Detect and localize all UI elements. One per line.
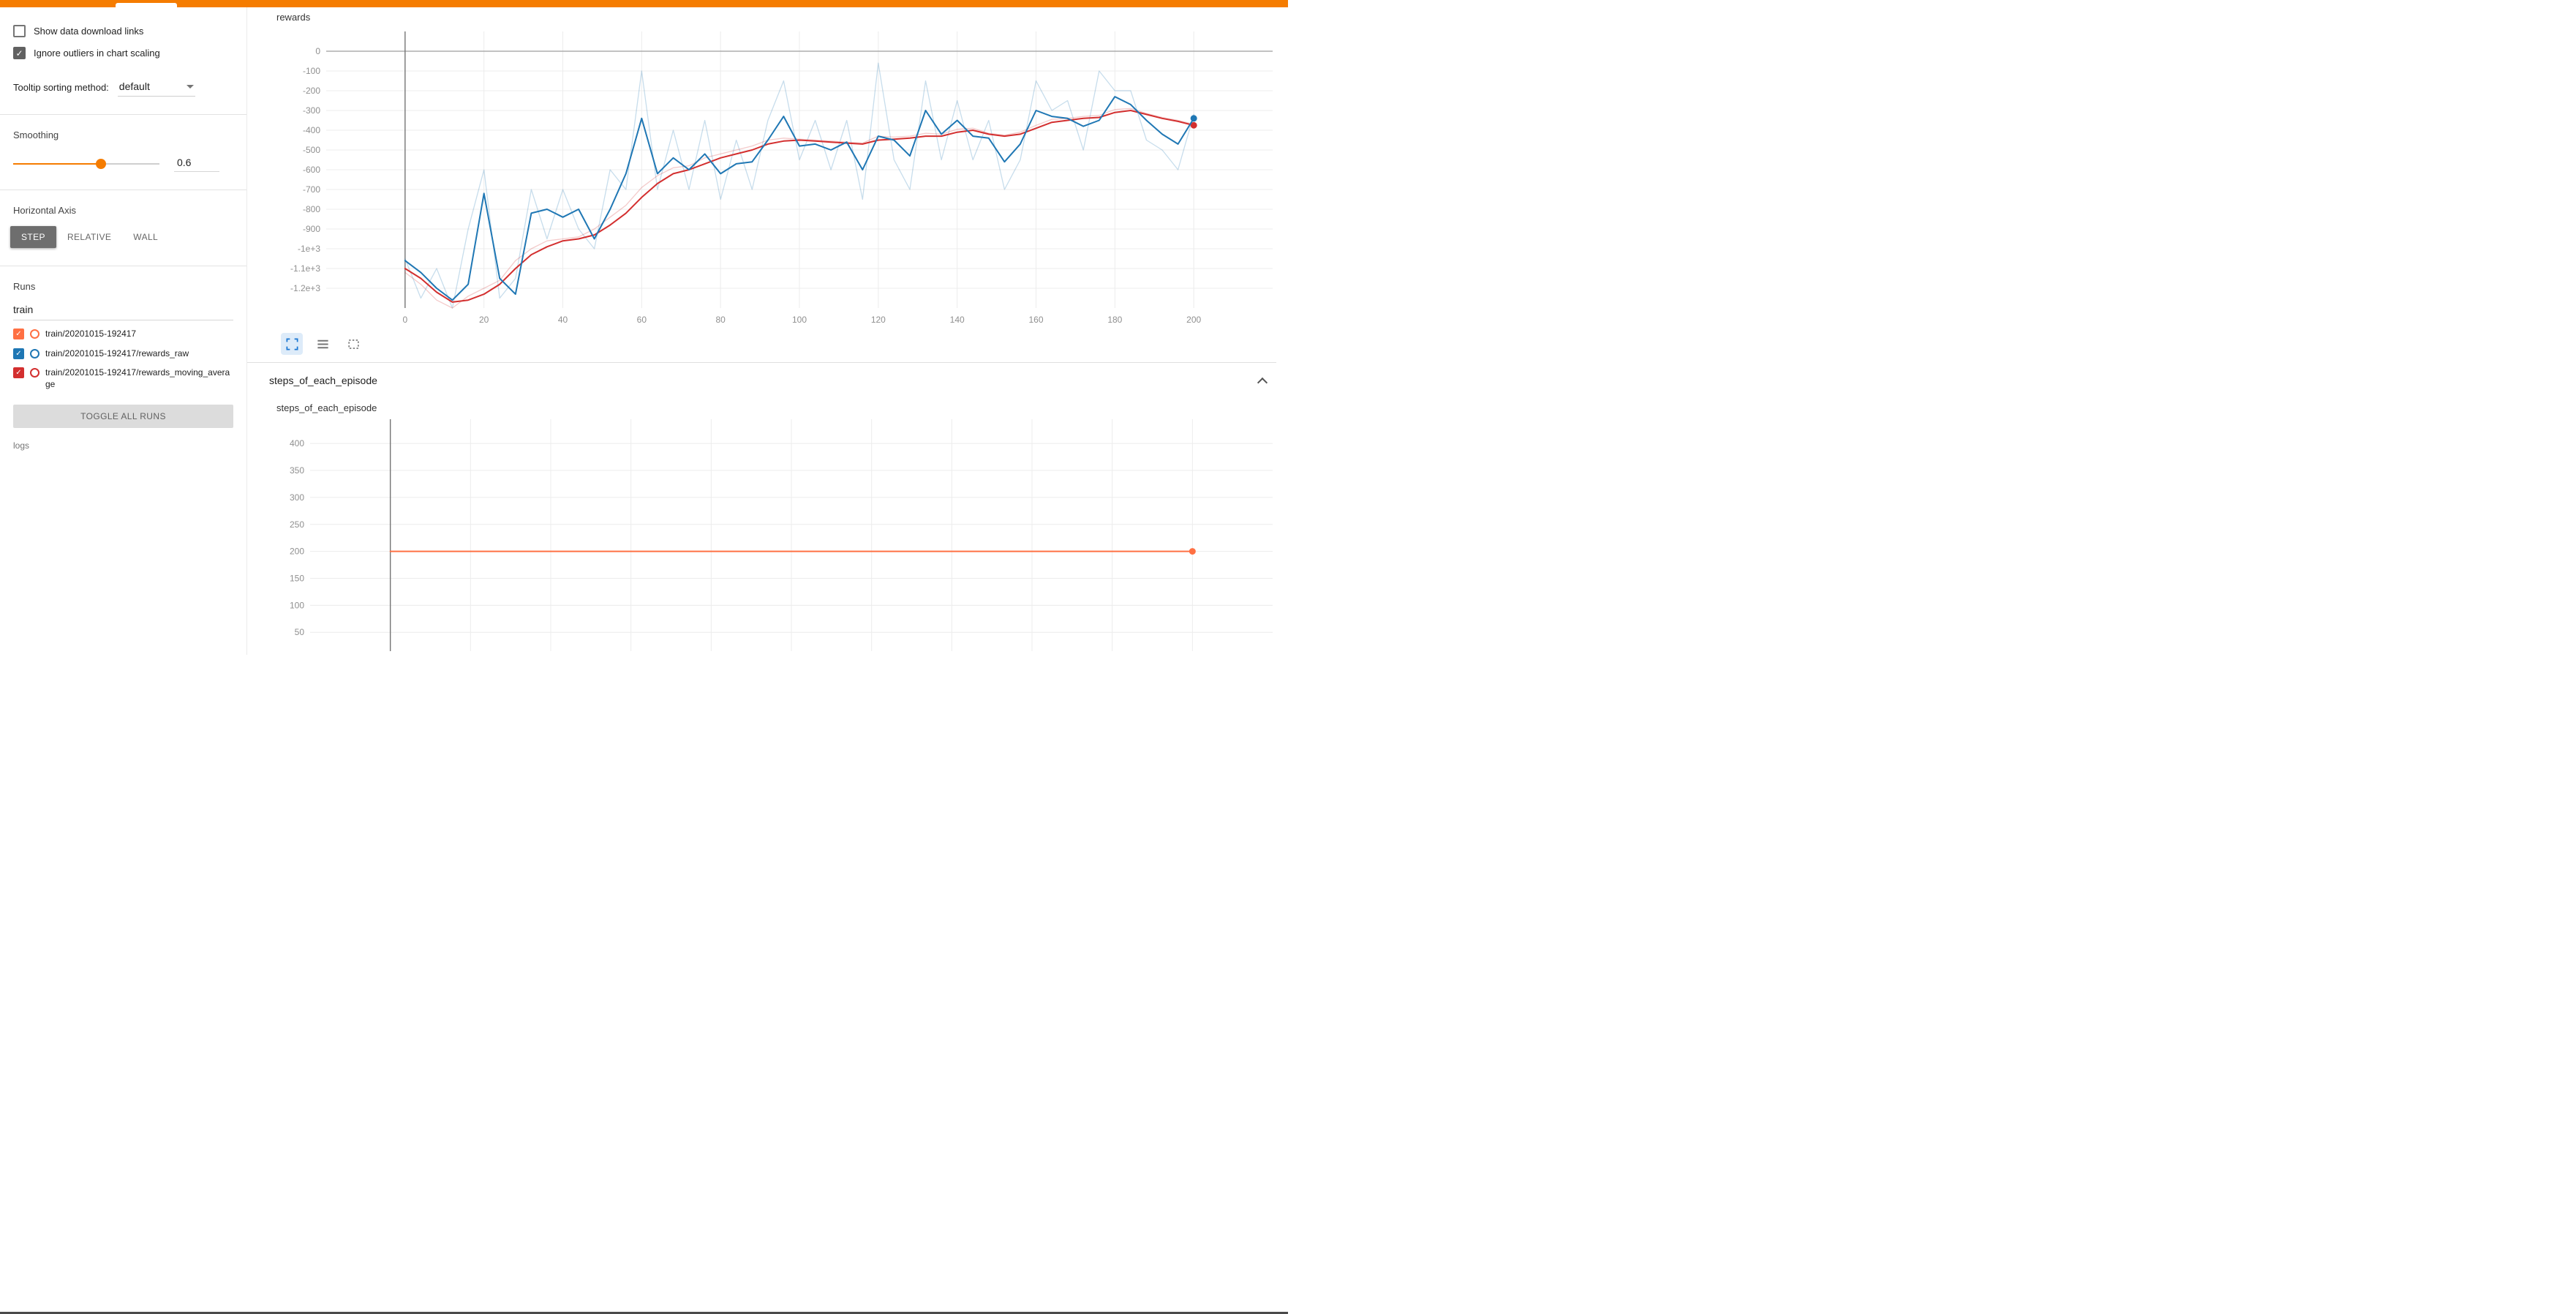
svg-text:-400: -400 — [303, 125, 320, 135]
section-divider — [247, 362, 1276, 363]
svg-text:0: 0 — [315, 46, 320, 56]
expand-icon — [286, 338, 298, 350]
svg-text:-700: -700 — [303, 184, 320, 195]
svg-text:200: 200 — [1186, 315, 1201, 325]
chevron-down-icon — [186, 84, 194, 89]
smoothing-label: Smoothing — [13, 129, 59, 140]
run-checkbox-icon[interactable] — [13, 367, 24, 379]
app-layout: Show data download links Ignore outliers… — [0, 7, 1288, 655]
svg-text:140: 140 — [950, 315, 965, 325]
tooltip-sorting-dropdown[interactable]: default — [117, 78, 195, 97]
svg-text:60: 60 — [637, 315, 647, 325]
svg-text:-1.1e+3: -1.1e+3 — [290, 263, 320, 274]
svg-text:350: 350 — [290, 465, 304, 476]
show-data-download-links-option[interactable]: Show data download links — [13, 25, 233, 37]
svg-text:0: 0 — [402, 315, 407, 325]
data-table-icon — [317, 339, 328, 348]
run-row[interactable]: train/20201015-192417/rewards_moving_ave… — [13, 367, 233, 390]
run-label: train/20201015-192417 — [45, 328, 137, 339]
checkbox-icon[interactable] — [13, 47, 26, 59]
rewards-chart-title: rewards — [276, 12, 311, 23]
tooltip-sorting-row: Tooltip sorting method: default — [13, 78, 233, 97]
checkbox-icon[interactable] — [13, 25, 26, 37]
svg-text:-800: -800 — [303, 204, 320, 214]
run-checkbox-icon[interactable] — [13, 348, 24, 359]
svg-text:-100: -100 — [303, 66, 320, 76]
divider — [0, 189, 246, 190]
rewards-line-chart[interactable]: 0 20 40 60 80 100 120 140 160 180 200 0 -100 -200 -300… — [275, 24, 1284, 330]
bottom-window-edge — [0, 1312, 1288, 1314]
svg-text:80: 80 — [715, 315, 726, 325]
chart-toolbar — [281, 333, 1288, 355]
svg-text:300: 300 — [290, 492, 304, 503]
fit-domain-button[interactable] — [342, 333, 364, 355]
horizontal-axis-button-group: STEP RELATIVE WALL — [10, 226, 236, 248]
run-color-circle-icon — [30, 329, 39, 339]
run-color-circle-icon — [30, 348, 39, 358]
tooltip-sorting-label: Tooltip sorting method: — [13, 82, 109, 93]
svg-text:200: 200 — [290, 547, 304, 557]
steps-line-chart[interactable]: 50 100 150 200 250 300 350 400 — [275, 415, 1284, 653]
fit-domain-icon — [347, 339, 359, 349]
settings-sidebar: Show data download links Ignore outliers… — [0, 7, 247, 655]
runs-filter-input[interactable] — [13, 301, 233, 320]
svg-text:-600: -600 — [303, 165, 320, 175]
divider — [0, 114, 246, 115]
steps-section-header[interactable]: steps_of_each_episode — [269, 363, 1288, 392]
steps-chart-title: steps_of_each_episode — [276, 402, 377, 413]
svg-text:180: 180 — [1107, 315, 1122, 325]
smoothing-slider[interactable] — [13, 158, 159, 169]
slider-fill — [13, 162, 101, 165]
checkbox-label: Show data download links — [34, 26, 144, 37]
svg-text:250: 250 — [290, 519, 304, 530]
runs-filter — [13, 301, 233, 320]
active-tab-indicator — [116, 3, 177, 7]
svg-text:-1e+3: -1e+3 — [298, 244, 320, 254]
svg-text:-1.2e+3: -1.2e+3 — [290, 283, 320, 293]
run-label: train/20201015-192417/rewards_raw — [45, 348, 189, 358]
tooltip-sorting-value: default — [118, 80, 150, 92]
svg-text:100: 100 — [792, 315, 807, 325]
run-row[interactable]: train/20201015-192417 — [13, 328, 233, 340]
svg-text:-900: -900 — [303, 224, 320, 234]
svg-text:40: 40 — [558, 315, 568, 325]
smoothing-row: 0.6 — [13, 155, 233, 172]
svg-text:-300: -300 — [303, 105, 320, 116]
data-table-button[interactable] — [312, 333, 334, 355]
smoothing-value-field[interactable]: 0.6 — [174, 155, 219, 172]
axis-step-button[interactable]: STEP — [10, 226, 56, 248]
collapse-section-icon[interactable] — [1257, 377, 1268, 388]
expand-chart-button[interactable] — [281, 333, 303, 355]
run-label: train/20201015-192417/rewards_moving_ave… — [45, 367, 230, 389]
checkbox-label: Ignore outliers in chart scaling — [34, 48, 160, 59]
toggle-all-runs-button[interactable]: TOGGLE ALL RUNS — [13, 405, 233, 429]
run-checkbox-icon[interactable] — [13, 328, 24, 339]
runs-group-logs-label: logs — [13, 440, 30, 451]
run-color-circle-icon — [30, 368, 39, 378]
svg-text:150: 150 — [290, 573, 304, 583]
top-app-bar — [0, 0, 1288, 7]
horizontal-axis-label: Horizontal Axis — [13, 205, 76, 216]
svg-text:-200: -200 — [303, 86, 320, 96]
axis-relative-button[interactable]: RELATIVE — [67, 232, 112, 242]
slider-thumb-handle[interactable] — [96, 158, 106, 169]
svg-text:160: 160 — [1028, 315, 1043, 325]
axis-wall-button[interactable]: WALL — [133, 232, 159, 242]
svg-text:100: 100 — [290, 600, 304, 610]
ignore-outliers-option[interactable]: Ignore outliers in chart scaling — [13, 47, 233, 59]
svg-text:120: 120 — [871, 315, 886, 325]
steps-section-title: steps_of_each_episode — [269, 375, 377, 386]
svg-text:400: 400 — [290, 438, 304, 448]
runs-label: Runs — [13, 281, 36, 292]
svg-text:20: 20 — [479, 315, 489, 325]
run-row[interactable]: train/20201015-192417/rewards_raw — [13, 348, 233, 360]
svg-text:50: 50 — [295, 627, 305, 637]
svg-text:-500: -500 — [303, 145, 320, 155]
charts-panel: rewards 0 20 40 60 80 100 120 140 160 180 200 0 -100… — [247, 7, 1288, 655]
